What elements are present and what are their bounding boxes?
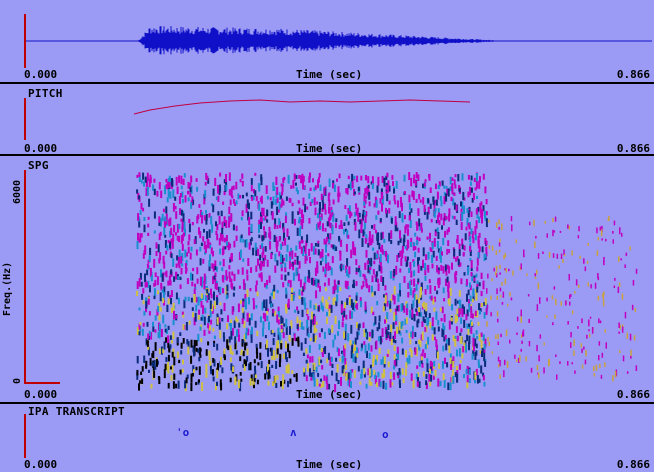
spectrogram-start-time: 0.000 (24, 388, 58, 401)
transcript-title: IPA TRANSCRIPT (28, 405, 125, 418)
pitch-panel[interactable]: PITCH 0.000 Time (sec) 0.866 (0, 84, 654, 156)
spectrogram-marker (24, 170, 26, 384)
pitch-contour (133, 99, 471, 115)
spectrogram-xlabel: Time (sec) (296, 388, 363, 401)
ipa-symbol-3[interactable]: o (382, 428, 389, 441)
transcript-start-time: 0.000 (24, 458, 58, 471)
spectrogram-end-time: 0.866 (616, 388, 650, 401)
pitch-xlabel: Time (sec) (296, 142, 363, 155)
transcript-panel[interactable]: IPA TRANSCRIPT ˈo ʌ o 0.000 Time (sec) 0… (0, 404, 654, 472)
transcript-end-time: 0.866 (616, 458, 650, 471)
cursor-marker[interactable] (24, 14, 26, 68)
pitch-marker (24, 98, 26, 140)
ipa-symbol-2[interactable]: ʌ (290, 426, 297, 439)
spectrogram-panel[interactable]: SPG 6000 Freq.(Hz) 0 0.000 Time (sec) 0.… (0, 156, 654, 404)
spectrogram-title: SPG (28, 159, 49, 172)
pitch-start-time: 0.000 (24, 142, 58, 155)
waveform-xlabel: Time (sec) (296, 68, 363, 81)
ipa-symbol-1[interactable]: ˈo (176, 426, 190, 439)
spectrogram-image (26, 172, 638, 393)
transcript-xlabel: Time (sec) (296, 458, 363, 471)
waveform-panel[interactable]: 0.000 Time (sec) 0.866 (0, 0, 654, 84)
waveform-plot (26, 26, 652, 55)
pitch-title: PITCH (28, 87, 63, 100)
waveform-end-time: 0.866 (616, 68, 650, 81)
transcript-marker (24, 414, 26, 458)
pitch-end-time: 0.866 (616, 142, 650, 155)
waveform-start-time: 0.000 (24, 68, 58, 81)
